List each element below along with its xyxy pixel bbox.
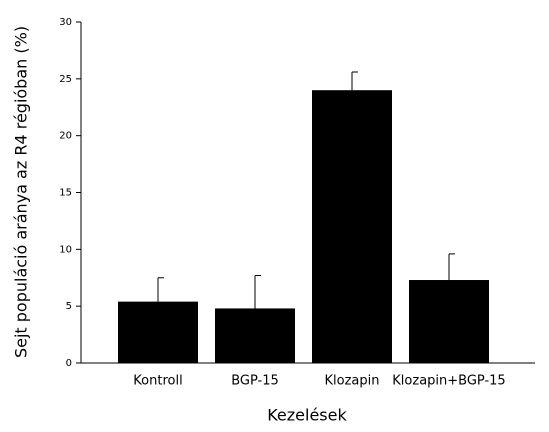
- y-tick-label: 15: [59, 188, 72, 199]
- y-tick-label: 0: [66, 358, 72, 369]
- bar: [312, 90, 392, 363]
- y-tick-label: 20: [59, 131, 72, 142]
- error-bar: [157, 277, 164, 302]
- y-axis-label: Sejt populáció aránya az R4 régióban (%): [12, 26, 31, 358]
- bar: [118, 301, 198, 363]
- bar: [409, 280, 489, 363]
- x-axis-label: Kezelések: [267, 406, 347, 425]
- x-tick-label: Klozapin: [325, 374, 380, 389]
- y-tick-label: 25: [59, 74, 72, 85]
- y-tick-label: 30: [59, 17, 72, 28]
- error-bar: [254, 274, 261, 309]
- y-tick-label: 5: [66, 301, 72, 312]
- x-tick-label: Kontroll: [133, 374, 182, 389]
- y-tick-label: 10: [59, 244, 72, 255]
- x-tick-label: BGP-15: [231, 374, 279, 389]
- x-tick-label: Klozapin+BGP-15: [392, 374, 505, 389]
- bar: [215, 308, 295, 363]
- error-bar: [448, 253, 455, 281]
- error-bar: [351, 71, 358, 91]
